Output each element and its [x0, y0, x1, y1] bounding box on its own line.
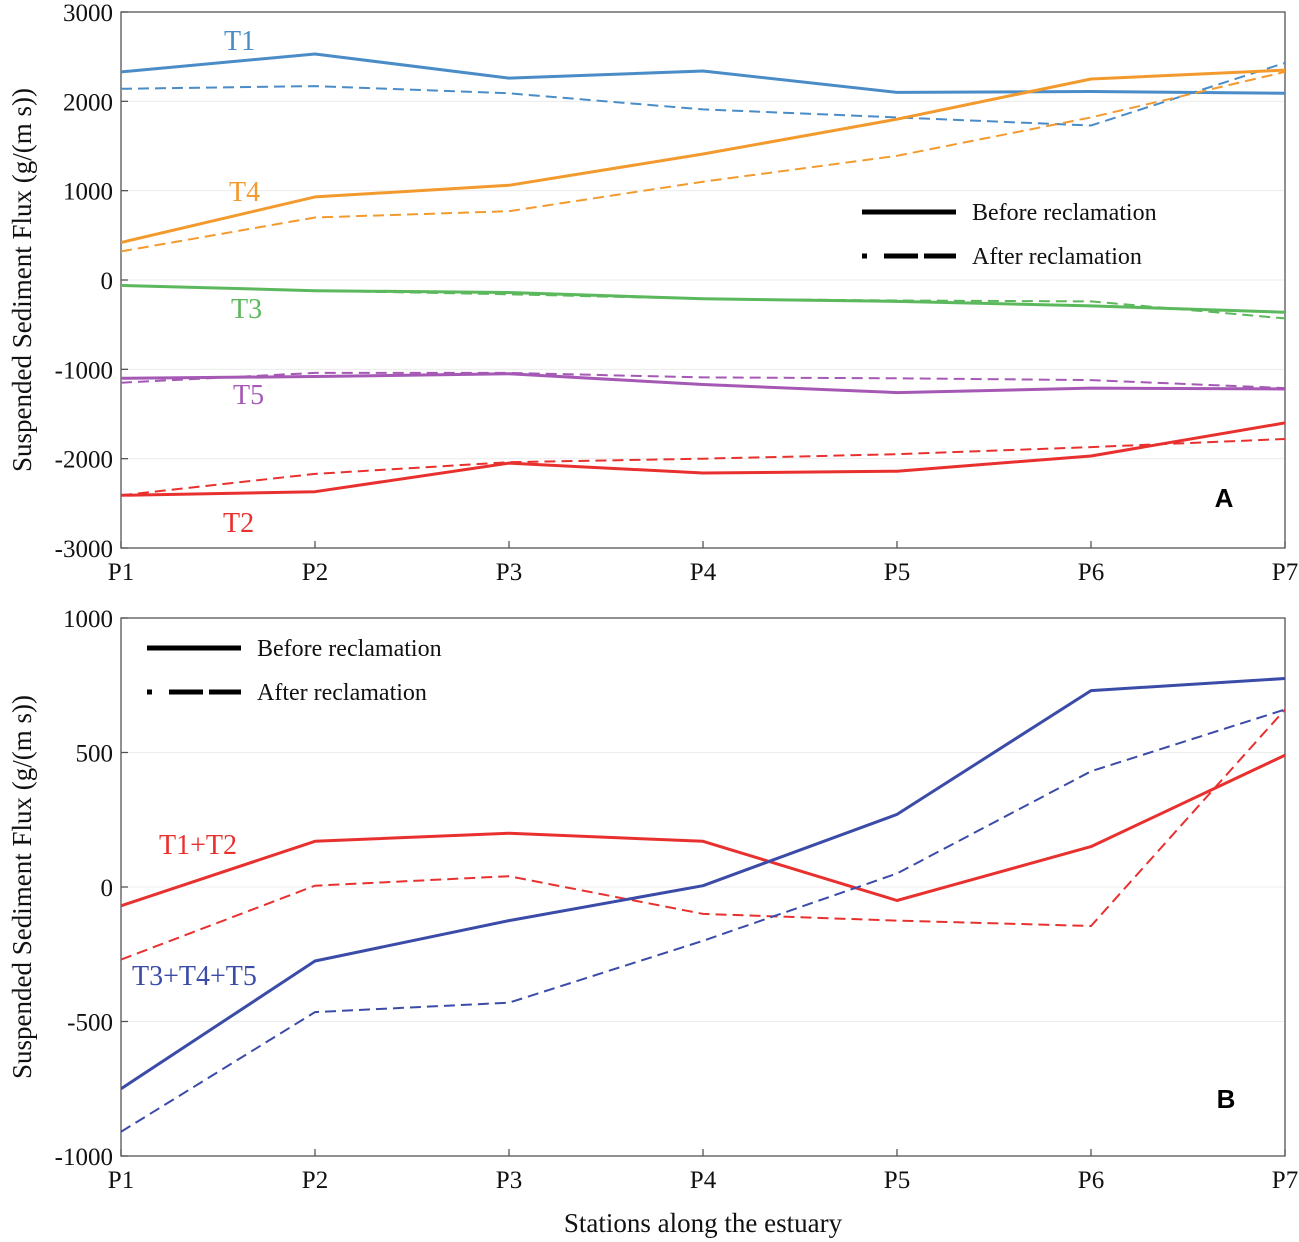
panel-a-t1-label: T1 [224, 26, 255, 57]
panel-a-t5-before-line [121, 372, 1285, 395]
panel-b-t1-t2-label: T1+T2 [159, 830, 237, 861]
panel-b-y-tick-label: -1000 [55, 1144, 113, 1171]
panel-a-y-tick-label: -3000 [55, 536, 113, 563]
panel-b-y-tick-label: 1000 [63, 606, 113, 633]
panel-a-t5-label: T5 [233, 380, 264, 411]
panel-a-x-tick-label: P7 [1272, 559, 1298, 586]
panel-a-legend-label: After reclamation [972, 244, 1142, 270]
panel-b-t1-t2-after-line [121, 708, 1285, 961]
panel-a-y-axis-title: Suspended Sediment Flux (g/(m s)) [7, 88, 37, 472]
panel-a-y-tick-label: -2000 [55, 447, 113, 474]
panel-b-legend-label: After reclamation [257, 680, 427, 706]
panel-b-legend: Before reclamation After reclamation [147, 636, 442, 706]
panel-a-y-tick-label: 3000 [63, 0, 113, 27]
panel-a-legend-label: Before reclamation [972, 200, 1157, 226]
panel-a-t2-after-line [121, 438, 1285, 497]
panel-b-letter: B [1217, 1084, 1236, 1114]
panel-b-x-tick-label: P6 [1078, 1167, 1104, 1194]
panel-b-x-axis-title: Stations along the estuary [564, 1208, 843, 1238]
panel-b-x-tick-label: P7 [1272, 1167, 1298, 1194]
panel-a-t2-label: T2 [223, 508, 254, 539]
panel-a-t2-before-line [121, 421, 1285, 497]
panel-a-x-tick-label: P1 [108, 559, 134, 586]
panel-a-y-tick-label: -1000 [55, 357, 113, 384]
panel-b-t3-t4-t5-label: T3+T4+T5 [132, 961, 257, 992]
panel-a-t5-after-line [121, 371, 1285, 390]
panel-a-x-tick-label: P6 [1078, 559, 1104, 586]
panel-b-x-tick-label: P4 [690, 1167, 717, 1194]
panel-b-y-axis-title: Suspended Sediment Flux (g/(m s)) [7, 695, 37, 1079]
panel-b-x-tick-label: P1 [108, 1167, 134, 1194]
panel-a-y-tick-label: 1000 [63, 179, 113, 206]
panel-a-t4-after-line [121, 70, 1285, 253]
panel-b-legend-label: Before reclamation [257, 636, 442, 662]
panel-b-x-tick-label: P2 [302, 1167, 328, 1194]
panel-b-t1-t2-before-line [121, 753, 1285, 908]
panel-a-t3-before-line [121, 283, 1285, 314]
panel-a-t3-label: T3 [231, 294, 262, 325]
panel-a-x-tick-label: P3 [496, 559, 522, 586]
panel-b-x-tick-label: P3 [496, 1167, 522, 1194]
panel-b-y-tick-label: 500 [76, 741, 114, 768]
panel-a-x-tick-label: P5 [884, 559, 910, 586]
panel-a-t4-before-line [121, 68, 1285, 244]
panel-a-y-tick-label: 2000 [63, 89, 113, 116]
panel-a-t1-before-line [121, 52, 1285, 95]
panel-b-y-tick-label: 0 [101, 875, 114, 902]
panel-a-t1-after-line [121, 61, 1285, 127]
panel-a-y-tick-label: 0 [101, 268, 114, 295]
panel-b-x-tick-label: P5 [884, 1167, 910, 1194]
panel-a-t4-label: T4 [229, 177, 260, 208]
panel-b-t3-t4-t5-after-line [121, 708, 1285, 1133]
panel-b-t3-t4-t5-before-line [121, 677, 1285, 1091]
panel-a-x-tick-label: P4 [690, 559, 717, 586]
panel-a-x-tick-label: P2 [302, 559, 328, 586]
panel-a-legend: Before reclamation After reclamation [862, 200, 1157, 270]
panel-a-letter: A [1215, 483, 1234, 513]
panel-b-y-tick-label: -500 [67, 1010, 113, 1037]
